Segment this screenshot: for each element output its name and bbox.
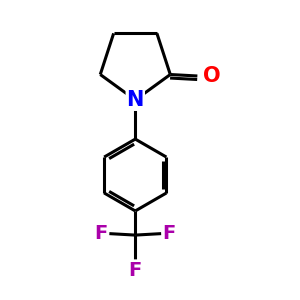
Text: O: O xyxy=(203,66,220,86)
Text: F: F xyxy=(163,224,176,243)
Text: N: N xyxy=(127,90,144,110)
Text: F: F xyxy=(129,261,142,280)
Text: F: F xyxy=(94,224,108,243)
